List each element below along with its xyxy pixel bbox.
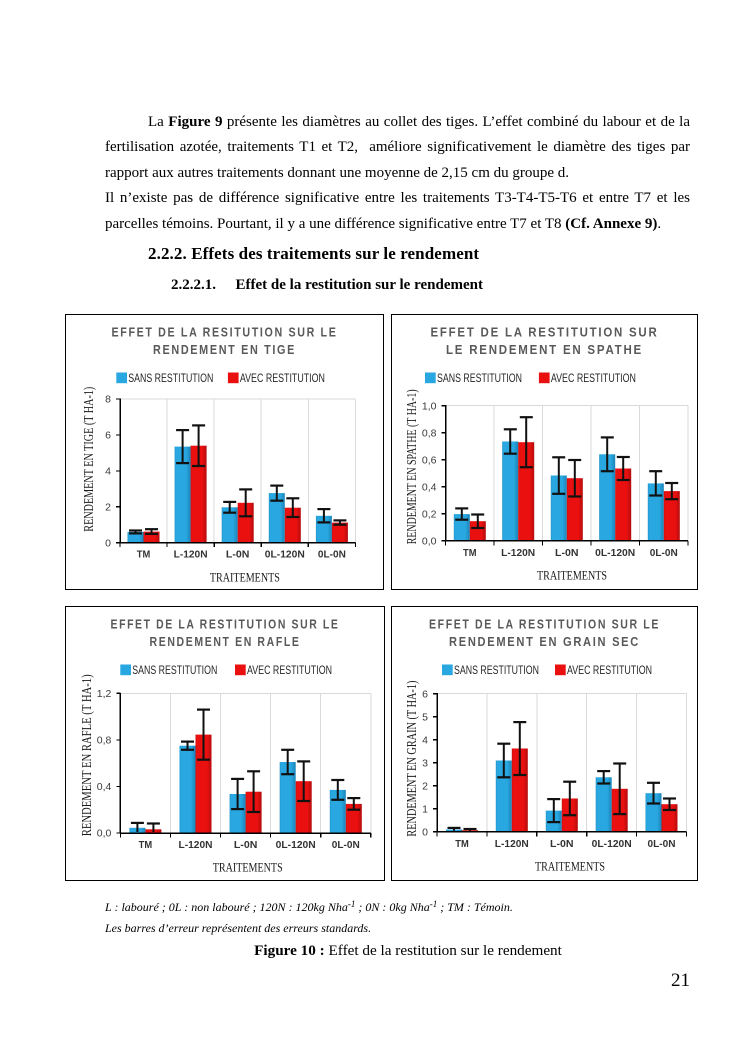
svg-text:SANS RESTITUTION: SANS RESTITUTION: [454, 663, 539, 677]
svg-text:0,0: 0,0: [422, 535, 437, 547]
svg-text:6: 6: [105, 430, 111, 442]
svg-text:0,2: 0,2: [422, 508, 437, 520]
svg-text:TRAITEMENTS: TRAITEMENTS: [213, 861, 283, 875]
svg-text:EFFET DE LA RESTITUTION SUR LE: EFFET DE LA RESTITUTION SUR LE: [429, 616, 660, 631]
svg-text:SANS RESTITUTION: SANS RESTITUTION: [437, 371, 522, 385]
svg-text:EFFET DE LA RESTITUTION SUR: EFFET DE LA RESTITUTION SUR: [431, 324, 659, 339]
svg-text:0L-0N: 0L-0N: [648, 839, 676, 850]
svg-text:AVEC RESTITUTION: AVEC RESTITUTION: [247, 663, 332, 677]
svg-text:TM: TM: [139, 840, 153, 851]
svg-text:0: 0: [105, 537, 111, 549]
svg-text:SANS RESTITUTION: SANS RESTITUTION: [128, 371, 213, 385]
svg-text:RENDEMENT EN TIGE (T HA-1): RENDEMENT EN TIGE (T HA-1): [82, 386, 97, 531]
svg-text:0L-120N: 0L-120N: [592, 839, 632, 850]
svg-text:2: 2: [105, 501, 111, 513]
svg-text:6: 6: [422, 688, 428, 700]
svg-text:TRAITEMENTS: TRAITEMENTS: [210, 570, 280, 584]
svg-text:0L-0N: 0L-0N: [318, 550, 346, 561]
svg-text:RENDEMENT EN RAFLE (T HA-1): RENDEMENT EN RAFLE (T HA-1): [80, 674, 95, 836]
svg-text:1,2: 1,2: [97, 688, 112, 700]
svg-text:RENDEMENT EN GRAIN (T HA-1): RENDEMENT EN GRAIN (T HA-1): [405, 680, 420, 836]
svg-text:0L-0N: 0L-0N: [650, 548, 678, 559]
svg-text:0,6: 0,6: [422, 454, 437, 466]
svg-text:RENDEMENT EN SPATHE (T HA-1): RENDEMENT EN SPATHE (T HA-1): [405, 389, 420, 544]
svg-text:LE RENDEMENT EN SPATHE: LE RENDEMENT EN SPATHE: [446, 342, 643, 357]
svg-text:L-120N: L-120N: [179, 840, 213, 851]
svg-text:2: 2: [422, 780, 428, 792]
svg-text:8: 8: [105, 394, 111, 406]
svg-text:L-120N: L-120N: [174, 550, 208, 561]
svg-text:0L-120N: 0L-120N: [276, 840, 316, 851]
svg-text:EFFET DE LA RESITUTION SUR LE: EFFET DE LA RESITUTION SUR LE: [112, 324, 338, 339]
svg-text:4: 4: [105, 465, 111, 477]
svg-text:4: 4: [422, 734, 428, 746]
svg-text:0: 0: [422, 826, 428, 838]
svg-text:SANS RESTITUTION: SANS RESTITUTION: [132, 663, 217, 677]
svg-text:RENDEMENT EN GRAIN SEC: RENDEMENT EN GRAIN SEC: [449, 634, 640, 649]
svg-text:0,4: 0,4: [422, 481, 437, 493]
svg-text:L-0N: L-0N: [234, 840, 258, 851]
svg-text:L-0N: L-0N: [226, 550, 250, 561]
svg-text:TRAITEMENTS: TRAITEMENTS: [535, 860, 605, 874]
svg-text:0L-120N: 0L-120N: [595, 548, 635, 559]
svg-text:1,0: 1,0: [422, 400, 437, 412]
svg-text:0,8: 0,8: [422, 427, 437, 439]
svg-text:5: 5: [422, 711, 428, 723]
svg-text:TRAITEMENTS: TRAITEMENTS: [537, 569, 607, 583]
svg-text:AVEC RESTITUTION: AVEC RESTITUTION: [240, 371, 325, 385]
svg-text:AVEC RESTITUTION: AVEC RESTITUTION: [567, 663, 652, 677]
svg-text:1: 1: [422, 803, 428, 815]
svg-text:AVEC RESTITUTION: AVEC RESTITUTION: [551, 371, 636, 385]
svg-text:EFFET DE LA RESTITUTION SUR LE: EFFET DE LA RESTITUTION SUR LE: [111, 616, 340, 631]
svg-text:0,8: 0,8: [97, 734, 112, 746]
svg-text:TM: TM: [463, 548, 477, 559]
svg-text:L-120N: L-120N: [501, 548, 535, 559]
svg-text:3: 3: [422, 757, 428, 769]
svg-text:0,4: 0,4: [97, 781, 112, 793]
svg-text:0L-0N: 0L-0N: [332, 840, 360, 851]
svg-text:TM: TM: [137, 550, 151, 561]
svg-text:L-0N: L-0N: [555, 548, 579, 559]
svg-text:RENDEMENT EN TIGE: RENDEMENT EN TIGE: [153, 342, 296, 357]
svg-text:0,0: 0,0: [97, 828, 112, 840]
svg-text:RENDEMENT EN RAFLE: RENDEMENT EN RAFLE: [150, 634, 301, 649]
svg-text:L-120N: L-120N: [495, 839, 529, 850]
svg-text:0L-120N: 0L-120N: [265, 550, 305, 561]
svg-text:L-0N: L-0N: [550, 839, 574, 850]
svg-text:TM: TM: [455, 839, 469, 850]
